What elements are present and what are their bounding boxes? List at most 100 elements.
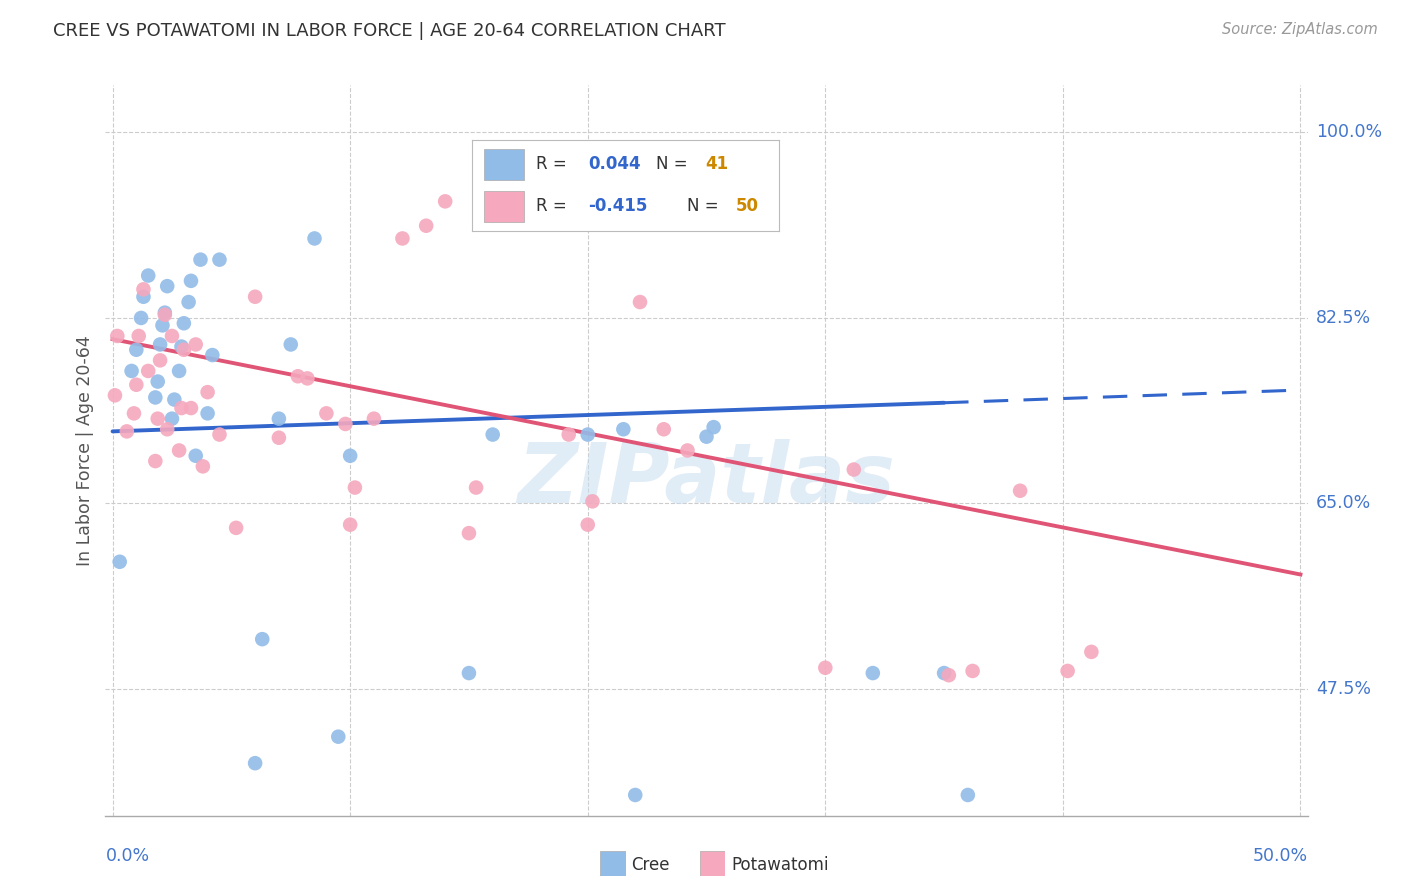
Text: 0.0%: 0.0% <box>105 847 149 865</box>
Point <box>121 364 143 378</box>
Point <box>184 449 207 463</box>
Point <box>149 353 172 368</box>
Point <box>225 521 247 535</box>
Point <box>191 459 214 474</box>
Text: 82.5%: 82.5% <box>1316 309 1371 327</box>
Point <box>136 364 159 378</box>
Point <box>581 494 603 508</box>
Point <box>287 369 309 384</box>
Y-axis label: In Labor Force | Age 20-64: In Labor Force | Age 20-64 <box>76 335 94 566</box>
Point <box>243 756 266 771</box>
Point <box>163 392 186 407</box>
Point <box>104 388 127 402</box>
Point <box>814 661 837 675</box>
Point <box>243 290 266 304</box>
Point <box>1080 645 1102 659</box>
Point <box>363 411 385 425</box>
Text: 50.0%: 50.0% <box>1253 847 1308 865</box>
Point <box>152 318 174 333</box>
Point <box>167 364 190 378</box>
Point <box>125 343 148 357</box>
Point <box>695 430 717 444</box>
Point <box>315 406 337 420</box>
Point <box>160 411 183 425</box>
Point <box>862 666 884 681</box>
Text: CREE VS POTAWATOMI IN LABOR FORCE | AGE 20-64 CORRELATION CHART: CREE VS POTAWATOMI IN LABOR FORCE | AGE … <box>53 22 725 40</box>
Point <box>842 462 865 476</box>
Point <box>125 377 148 392</box>
Point <box>153 308 176 322</box>
Text: 65.0%: 65.0% <box>1316 494 1371 513</box>
Point <box>170 401 193 415</box>
Point <box>280 337 302 351</box>
Point <box>458 666 481 681</box>
Text: Cree: Cree <box>631 856 669 874</box>
Point <box>132 282 155 296</box>
Point <box>676 443 699 458</box>
Point <box>612 422 634 436</box>
Point <box>339 517 361 532</box>
Point <box>938 668 960 682</box>
Point <box>267 431 290 445</box>
Point <box>343 481 366 495</box>
Point <box>173 343 195 357</box>
Point <box>652 422 675 436</box>
Point <box>190 252 212 267</box>
Point <box>208 252 231 267</box>
Point <box>932 666 955 681</box>
Point <box>105 329 128 343</box>
Point <box>956 788 979 802</box>
Point <box>703 420 725 434</box>
Point <box>197 406 219 420</box>
Point <box>1056 664 1078 678</box>
Point <box>335 417 357 431</box>
Point <box>180 274 202 288</box>
Text: 47.5%: 47.5% <box>1316 680 1371 698</box>
Point <box>297 371 319 385</box>
Point <box>415 219 437 233</box>
Point <box>304 231 326 245</box>
Point <box>201 348 224 362</box>
Point <box>129 310 152 325</box>
Point <box>339 449 361 463</box>
Point <box>624 788 647 802</box>
Point <box>557 427 579 442</box>
Point <box>465 481 488 495</box>
Point <box>197 385 219 400</box>
Point <box>328 730 350 744</box>
Point <box>122 406 145 420</box>
Point <box>180 401 202 415</box>
Point <box>156 279 179 293</box>
Point <box>576 517 599 532</box>
Point <box>184 337 207 351</box>
Point <box>167 443 190 458</box>
Point <box>434 194 457 209</box>
Text: Potawatomi: Potawatomi <box>731 856 828 874</box>
Point <box>208 427 231 442</box>
Point <box>177 295 200 310</box>
Point <box>481 427 503 442</box>
Point <box>576 427 599 442</box>
Point <box>160 329 183 343</box>
Point <box>143 391 166 405</box>
Point <box>153 306 176 320</box>
Point <box>108 555 131 569</box>
Point <box>132 290 155 304</box>
Text: 100.0%: 100.0% <box>1316 123 1382 142</box>
Point <box>136 268 159 283</box>
Point <box>128 329 150 343</box>
Point <box>149 337 172 351</box>
Text: Source: ZipAtlas.com: Source: ZipAtlas.com <box>1222 22 1378 37</box>
Point <box>146 411 169 425</box>
Point <box>173 316 195 330</box>
Point <box>391 231 413 245</box>
Point <box>146 375 169 389</box>
Point <box>143 454 166 468</box>
Point <box>458 526 481 541</box>
Point <box>267 411 290 425</box>
Point <box>115 425 138 439</box>
Point <box>252 632 274 647</box>
Text: ZIPatlas: ZIPatlas <box>517 439 896 520</box>
Point <box>962 664 984 678</box>
Point <box>170 340 193 354</box>
